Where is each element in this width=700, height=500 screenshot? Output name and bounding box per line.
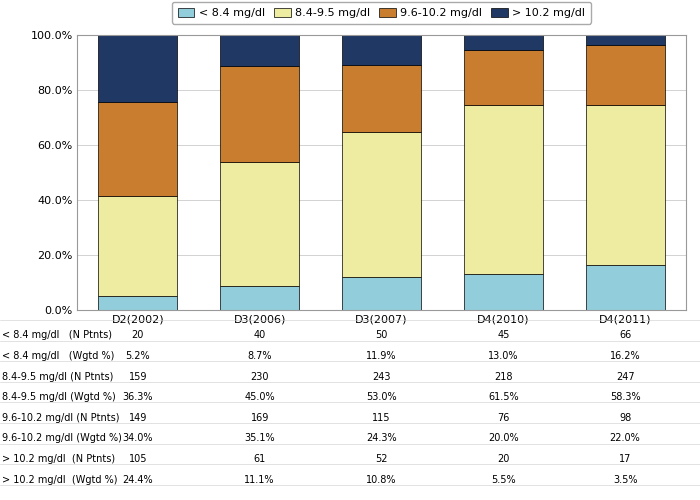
Bar	[342, 64, 421, 132]
Bar	[98, 36, 178, 102]
Text: 24.4%: 24.4%	[122, 474, 153, 484]
Text: 9.6-10.2 mg/dl (Wgtd %): 9.6-10.2 mg/dl (Wgtd %)	[2, 434, 122, 444]
Text: 52: 52	[375, 454, 388, 464]
Text: 218: 218	[494, 372, 512, 382]
Text: 45: 45	[497, 330, 510, 340]
Bar	[585, 35, 665, 44]
Bar	[98, 102, 178, 196]
Text: > 10.2 mg/dl  (N Ptnts): > 10.2 mg/dl (N Ptnts)	[2, 454, 115, 464]
Text: 20.0%: 20.0%	[488, 434, 519, 444]
Bar	[463, 50, 543, 105]
Text: 11.9%: 11.9%	[366, 351, 397, 361]
Text: 58.3%: 58.3%	[610, 392, 641, 402]
Text: 243: 243	[372, 372, 391, 382]
Text: 5.2%: 5.2%	[125, 351, 150, 361]
Bar	[220, 162, 300, 286]
Text: 20: 20	[132, 330, 144, 340]
Bar	[585, 266, 665, 310]
Text: 24.3%: 24.3%	[366, 434, 397, 444]
Text: 50: 50	[375, 330, 388, 340]
Text: 159: 159	[129, 372, 147, 382]
Text: 20: 20	[497, 454, 510, 464]
Bar	[585, 105, 665, 266]
Text: 34.0%: 34.0%	[122, 434, 153, 444]
Bar	[220, 36, 300, 66]
Text: < 8.4 mg/dl   (N Ptnts): < 8.4 mg/dl (N Ptnts)	[2, 330, 112, 340]
Text: 230: 230	[251, 372, 269, 382]
Text: > 10.2 mg/dl  (Wgtd %): > 10.2 mg/dl (Wgtd %)	[2, 474, 118, 484]
Text: 8.7%: 8.7%	[248, 351, 272, 361]
Text: 169: 169	[251, 413, 269, 423]
Text: 115: 115	[372, 413, 391, 423]
Bar	[98, 196, 178, 296]
Bar	[220, 286, 300, 310]
Bar	[585, 44, 665, 105]
Text: 40: 40	[253, 330, 266, 340]
Text: 9.6-10.2 mg/dl (N Ptnts): 9.6-10.2 mg/dl (N Ptnts)	[2, 413, 120, 423]
Text: 11.1%: 11.1%	[244, 474, 275, 484]
Text: 149: 149	[129, 413, 147, 423]
Text: < 8.4 mg/dl   (Wgtd %): < 8.4 mg/dl (Wgtd %)	[2, 351, 114, 361]
Text: 36.3%: 36.3%	[122, 392, 153, 402]
Text: 13.0%: 13.0%	[488, 351, 519, 361]
Text: 76: 76	[497, 413, 510, 423]
Text: 8.4-9.5 mg/dl (Wgtd %): 8.4-9.5 mg/dl (Wgtd %)	[2, 392, 116, 402]
Text: 98: 98	[619, 413, 631, 423]
Text: 66: 66	[619, 330, 631, 340]
Text: 35.1%: 35.1%	[244, 434, 275, 444]
Text: 22.0%: 22.0%	[610, 434, 641, 444]
Text: 16.2%: 16.2%	[610, 351, 641, 361]
Text: 8.4-9.5 mg/dl (N Ptnts): 8.4-9.5 mg/dl (N Ptnts)	[2, 372, 113, 382]
Text: 45.0%: 45.0%	[244, 392, 275, 402]
Text: 10.8%: 10.8%	[366, 474, 397, 484]
Bar	[463, 274, 543, 310]
Bar	[342, 278, 421, 310]
Text: 3.5%: 3.5%	[613, 474, 638, 484]
Text: 53.0%: 53.0%	[366, 392, 397, 402]
Bar	[98, 296, 178, 310]
Text: 61: 61	[253, 454, 266, 464]
Text: 61.5%: 61.5%	[488, 392, 519, 402]
Bar	[342, 132, 421, 278]
Legend: < 8.4 mg/dl, 8.4-9.5 mg/dl, 9.6-10.2 mg/dl, > 10.2 mg/dl: < 8.4 mg/dl, 8.4-9.5 mg/dl, 9.6-10.2 mg/…	[172, 2, 591, 24]
Bar	[463, 105, 543, 274]
Text: 17: 17	[619, 454, 631, 464]
Text: 5.5%: 5.5%	[491, 474, 516, 484]
Text: 247: 247	[616, 372, 634, 382]
Bar	[342, 35, 421, 64]
Bar	[220, 66, 300, 162]
Bar	[463, 35, 543, 50]
Text: 105: 105	[129, 454, 147, 464]
